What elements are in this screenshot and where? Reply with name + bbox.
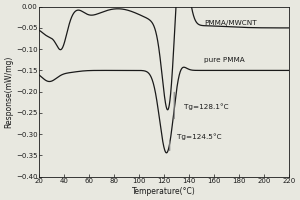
Text: PMMA/MWCNT: PMMA/MWCNT <box>204 20 257 26</box>
X-axis label: Temperature(°C): Temperature(°C) <box>132 187 196 196</box>
Text: Tg=128.1°C: Tg=128.1°C <box>184 103 229 110</box>
Text: pure PMMA: pure PMMA <box>204 57 245 63</box>
Y-axis label: Response(mW/mg): Response(mW/mg) <box>4 55 13 128</box>
Text: Tg=124.5°C: Tg=124.5°C <box>177 133 221 140</box>
